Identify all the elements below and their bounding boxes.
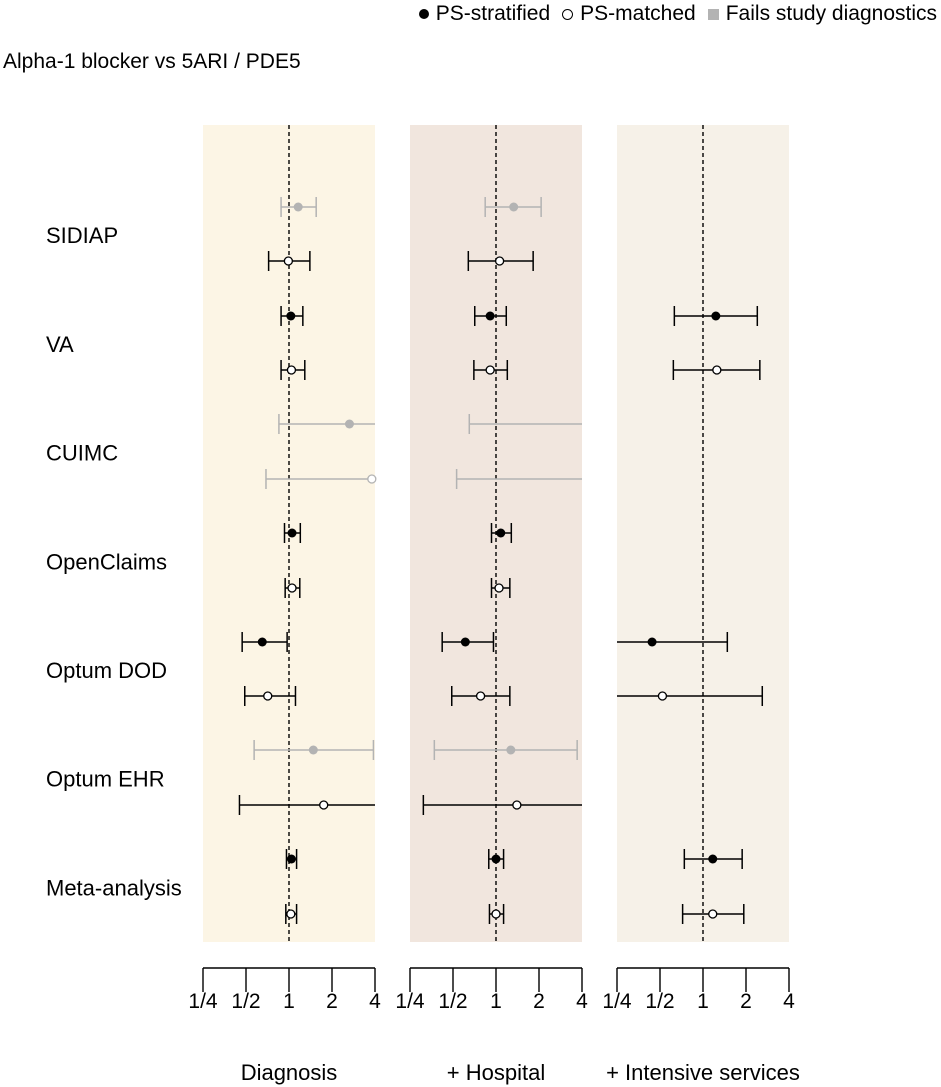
point-estimate-stratified (308, 745, 318, 755)
panel-label: Diagnosis (241, 1060, 338, 1085)
point-estimate-matched (712, 365, 722, 375)
point-estimate-matched (708, 909, 718, 919)
database-label: SIDIAP (46, 223, 118, 248)
panel-label: + Hospital (447, 1060, 545, 1085)
point-estimate-matched (494, 583, 504, 593)
database-label: Optum DOD (46, 658, 167, 683)
point-estimate-stratified (708, 854, 718, 864)
legend: PS-stratified PS-matched Fails study dia… (407, 0, 937, 28)
point-estimate-matched (491, 909, 501, 919)
point-estimate-stratified (711, 311, 721, 321)
x-tick-label: 1/4 (602, 990, 632, 1013)
database-label: OpenClaims (46, 550, 167, 575)
point-estimate-matched (485, 365, 495, 375)
point-estimate-matched (657, 691, 668, 701)
x-tick-label: 1/2 (645, 990, 674, 1013)
point-estimate-stratified (286, 311, 296, 321)
point-estimate-matched (287, 583, 297, 593)
legend-item-ps-stratified: PS-stratified (418, 2, 551, 26)
database-label: Meta-analysis (46, 876, 182, 901)
database-label: CUIMC (46, 441, 118, 466)
x-tick-label: 4 (369, 990, 381, 1013)
x-tick-label: 1/4 (188, 990, 218, 1013)
x-tick-label: 2 (533, 990, 545, 1013)
legend-item-fails-diagnostics: Fails study diagnostics (707, 2, 937, 26)
point-estimate-stratified (286, 854, 296, 864)
open-circle-icon (562, 8, 574, 20)
point-estimate-stratified (257, 637, 267, 647)
x-tick-label: 2 (326, 990, 338, 1013)
legend-item-ps-matched: PS-matched (562, 2, 696, 26)
database-label: Optum EHR (46, 767, 165, 792)
panel-label: + Intensive services (606, 1060, 800, 1085)
point-estimate-matched (494, 256, 505, 266)
point-estimate-stratified (506, 745, 516, 755)
point-estimate-matched (263, 691, 273, 701)
point-estimate-stratified (293, 202, 303, 212)
point-estimate-matched (283, 256, 294, 266)
point-estimate-stratified (344, 419, 354, 429)
point-estimate-stratified (491, 854, 501, 864)
legend-label: Fails study diagnostics (725, 2, 937, 25)
x-tick-label: 1/2 (438, 990, 467, 1013)
x-tick-label: 2 (740, 990, 752, 1013)
point-estimate-stratified (496, 528, 506, 538)
x-tick-label: 4 (783, 990, 795, 1013)
database-label: VA (46, 332, 74, 357)
point-estimate-matched (367, 474, 377, 484)
filled-circle-icon (418, 9, 429, 19)
legend-label: PS-matched (580, 2, 696, 25)
point-estimate-matched (475, 691, 486, 701)
point-estimate-stratified (647, 637, 657, 647)
x-tick-label: 1/2 (231, 990, 260, 1013)
point-estimate-stratified (509, 202, 519, 212)
legend-label: PS-stratified (435, 2, 551, 25)
point-estimate-matched (286, 909, 296, 919)
x-tick-label: 1 (283, 990, 295, 1013)
gray-square-icon (707, 8, 719, 20)
x-tick-label: 1 (490, 990, 502, 1013)
point-estimate-stratified (287, 528, 297, 538)
point-estimate-stratified (485, 311, 495, 321)
point-estimate-stratified (460, 637, 470, 647)
x-tick-label: 4 (576, 990, 588, 1013)
point-estimate-matched (319, 800, 329, 810)
point-estimate-matched (512, 800, 522, 810)
x-tick-label: 1/4 (395, 990, 425, 1013)
x-tick-label: 1 (697, 990, 709, 1013)
point-estimate-matched (286, 365, 297, 375)
chart-subtitle: Alpha-1 blocker vs 5ARI / PDE5 (3, 50, 301, 73)
